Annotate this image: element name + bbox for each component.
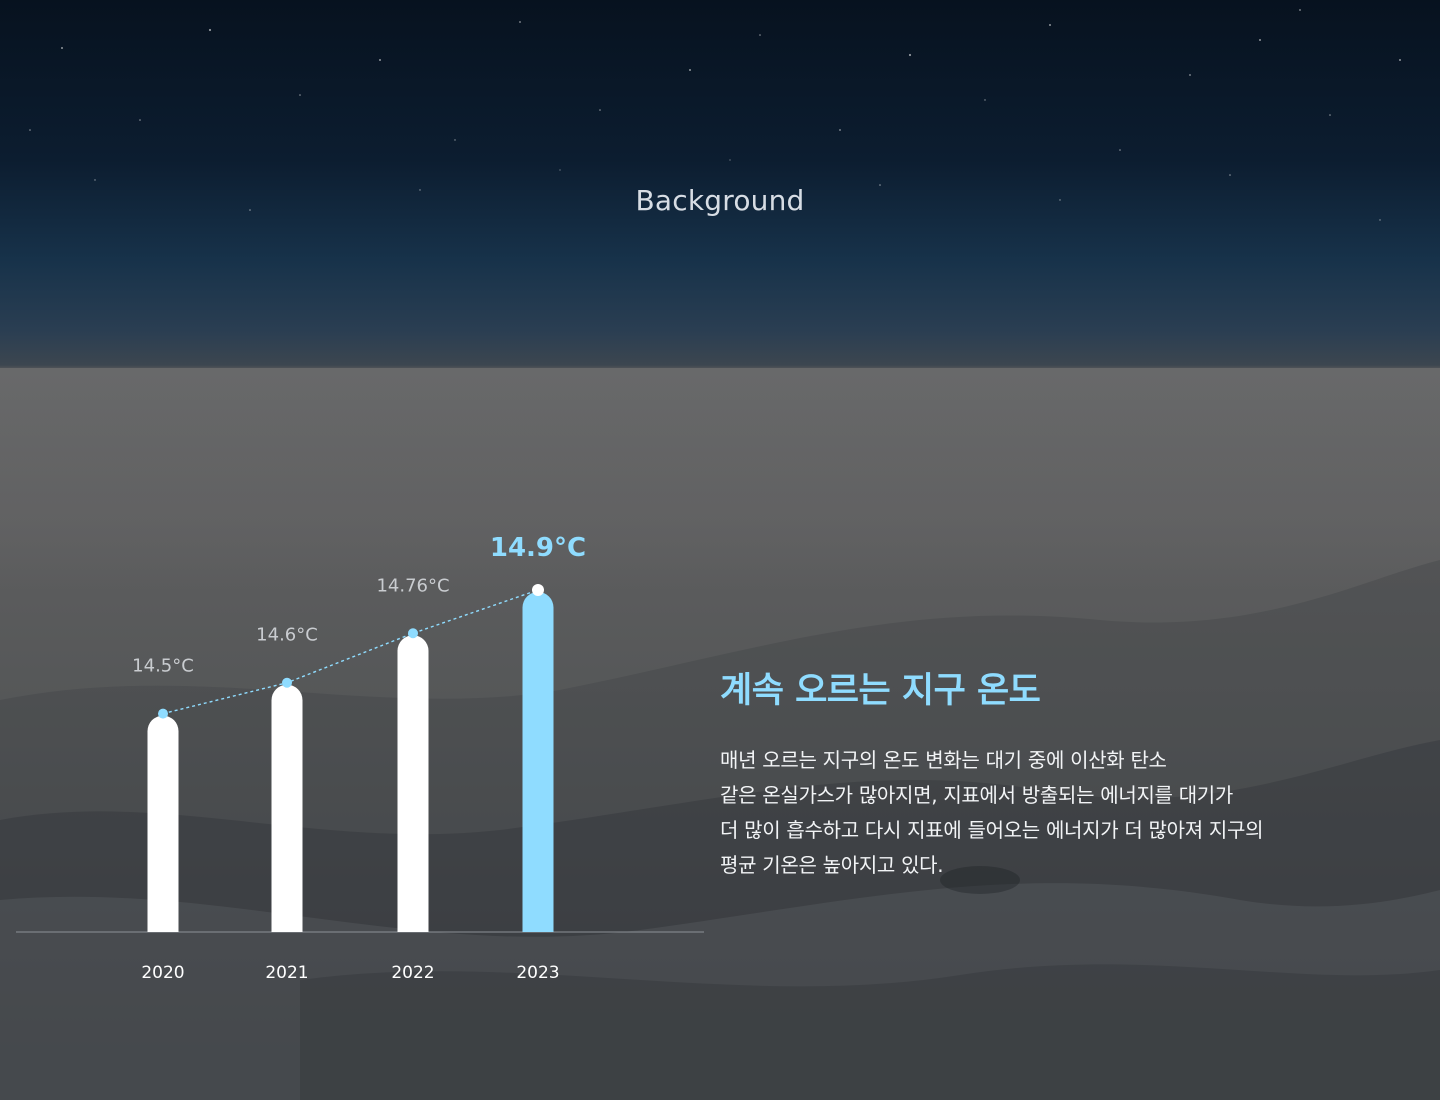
category-label-2023: 2023 (516, 963, 559, 983)
category-label-2021: 2021 (265, 963, 308, 983)
category-label-2020: 2020 (141, 963, 184, 983)
category-label-2022: 2022 (391, 963, 434, 983)
value-label-2021: 14.6°C (256, 625, 318, 646)
value-label-2023: 14.9°C (490, 533, 586, 563)
bar-2021 (271, 684, 303, 932)
value-label-2020: 14.5°C (132, 656, 194, 677)
trend-line (162, 589, 539, 715)
info-title: 계속 오르는 지구 온도 (720, 671, 1041, 711)
value-label-2022: 14.76°C (376, 575, 449, 596)
info-body: 매년 오르는 지구의 온도 변화는 대기 중에 이산화 탄소 같은 온실가스가 … (720, 748, 1264, 877)
point-2022 (408, 628, 418, 639)
point-2021 (282, 677, 292, 688)
points-layer (158, 584, 544, 719)
point-2020 (158, 708, 168, 719)
bar-2023 (522, 591, 554, 932)
labels-layer: 14.5°C 2020 14.6°C 2021 14.76°C 2022 14.9°C 202… (132, 533, 586, 983)
bar-2020 (147, 715, 179, 932)
info-panel: 계속 오르는 지구 온도 매년 오르는 지구의 온도 변화는 대기 중에 이산화… (720, 662, 1360, 883)
bar-2022 (397, 635, 429, 932)
starfield (29, 9, 1401, 221)
bars-layer (147, 591, 554, 932)
background-label: Background (635, 184, 805, 217)
point-2023 (532, 584, 544, 596)
